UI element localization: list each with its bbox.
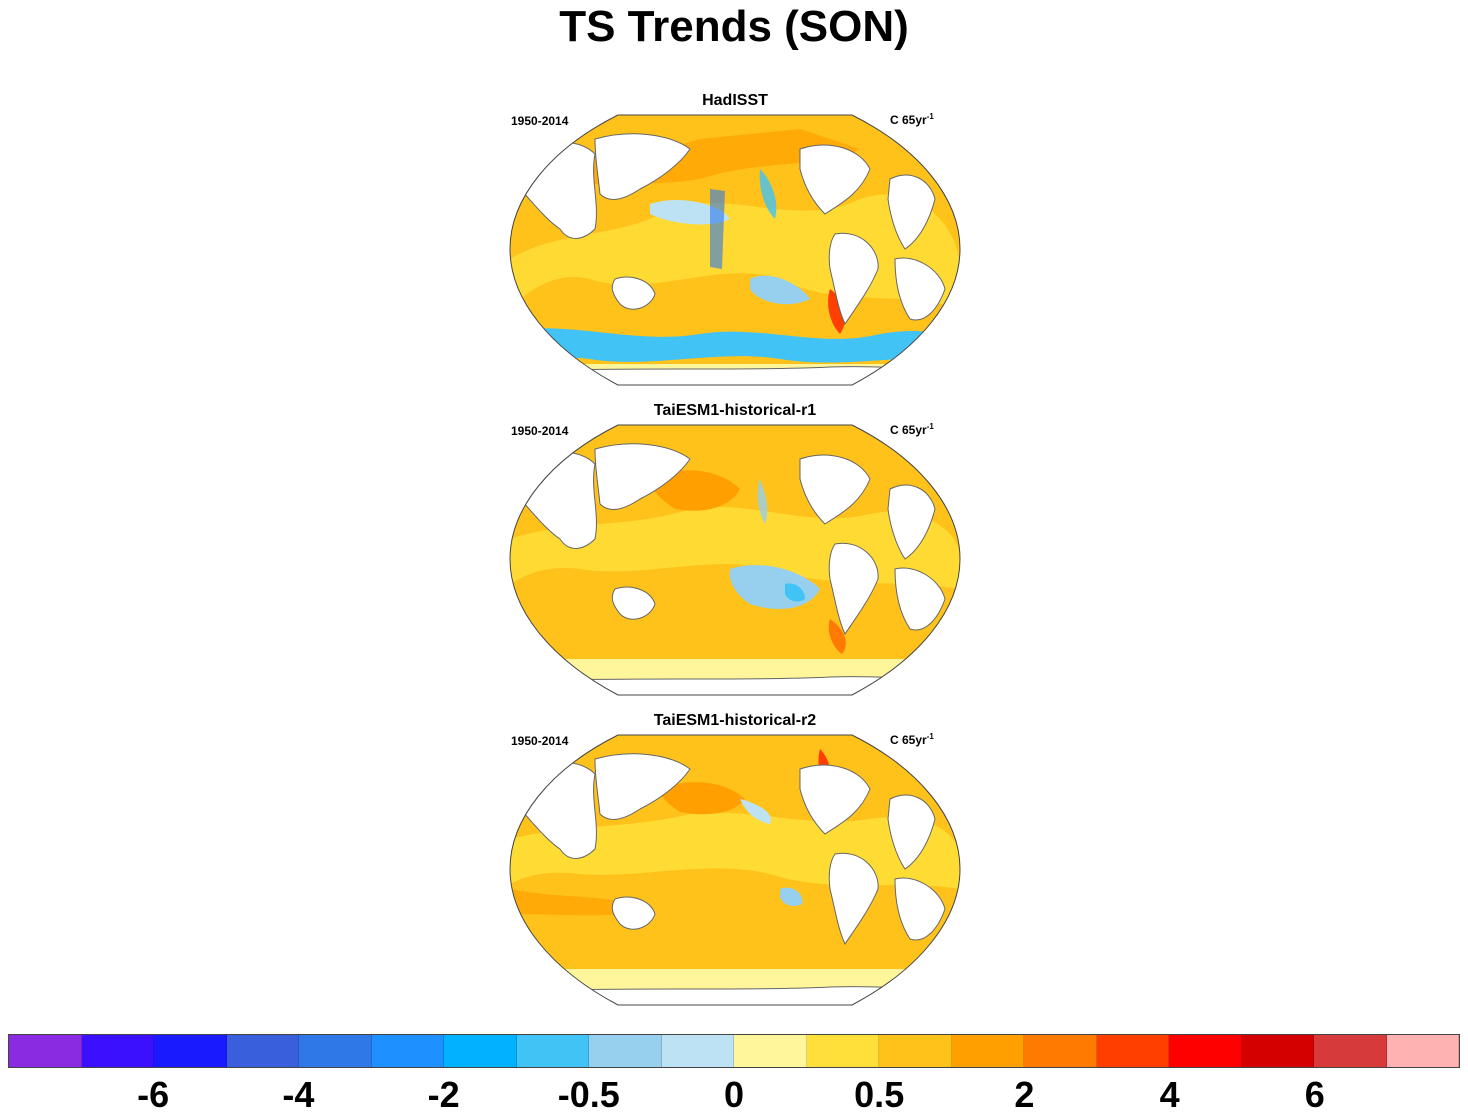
- panel-title: TaiESM1-historical-r2: [653, 712, 817, 729]
- colorbar-labels: -6 -4 -2 -0.5 0 0.5 2 4 6: [8, 1074, 1460, 1115]
- period-label: 1950-2014: [511, 424, 569, 438]
- figure-title: TS Trends (SON): [559, 2, 909, 51]
- panel-title: TaiESM1-historical-r1: [653, 402, 817, 419]
- colorbar-cell: [1169, 1035, 1242, 1067]
- colorbar-tick-label: 4: [1159, 1074, 1180, 1115]
- colorbar-cell: [1096, 1035, 1169, 1067]
- world-map: [509, 424, 961, 696]
- world-map: [509, 734, 961, 1006]
- unit-label: C 65yr-1: [890, 112, 934, 127]
- colorbar-cell: [1024, 1035, 1097, 1067]
- colorbar-tick-label: 6: [1304, 1074, 1325, 1115]
- colorbar-cell: [9, 1035, 82, 1067]
- colorbar-cell: [806, 1035, 879, 1067]
- colorbar-cell: [734, 1035, 807, 1067]
- colorbar-cell: [371, 1035, 444, 1067]
- unit-label: C 65yr-1: [890, 732, 934, 747]
- colorbar-cell: [1386, 1035, 1459, 1067]
- panel-title: HadISST: [702, 92, 768, 109]
- colorbar-cell: [226, 1035, 299, 1067]
- colorbar-tick-label: -2: [427, 1074, 460, 1115]
- map-panel-taiesm1-r2: TaiESM1-historical-r2 1950-2014 C 65yr-1: [500, 712, 970, 1012]
- world-map: [509, 114, 961, 386]
- map-panel-hadisst: HadISST 1950-2014 C 65yr-1: [500, 92, 970, 392]
- colorbar-cell: [1314, 1035, 1387, 1067]
- colorbar-cell: [1241, 1035, 1314, 1067]
- colorbar-tick-label: 2: [1014, 1074, 1035, 1115]
- colorbar-cell: [299, 1035, 372, 1067]
- colorbar-cells: [8, 1034, 1460, 1068]
- unit-label: C 65yr-1: [890, 422, 934, 437]
- colorbar-cell: [879, 1035, 952, 1067]
- colorbar: -6 -4 -2 -0.5 0 0.5 2 4 6: [0, 1030, 1468, 1115]
- colorbar-tick-label: -0.5: [557, 1074, 620, 1115]
- colorbar-cell: [661, 1035, 734, 1067]
- colorbar-cell: [81, 1035, 154, 1067]
- colorbar-tick-label: 0.5: [854, 1074, 905, 1115]
- colorbar-tick-label: -4: [282, 1074, 315, 1115]
- colorbar-cell: [154, 1035, 227, 1067]
- colorbar-cell: [951, 1035, 1024, 1067]
- colorbar-tick-label: 0: [723, 1074, 745, 1115]
- colorbar-cell: [516, 1035, 589, 1067]
- colorbar-tick-label: -6: [137, 1074, 170, 1115]
- colorbar-cell: [444, 1035, 517, 1067]
- colorbar-cell: [589, 1035, 662, 1067]
- period-label: 1950-2014: [511, 734, 569, 748]
- period-label: 1950-2014: [511, 114, 569, 128]
- map-panel-taiesm1-r1: TaiESM1-historical-r1 1950-2014 C 65yr-1: [500, 402, 970, 702]
